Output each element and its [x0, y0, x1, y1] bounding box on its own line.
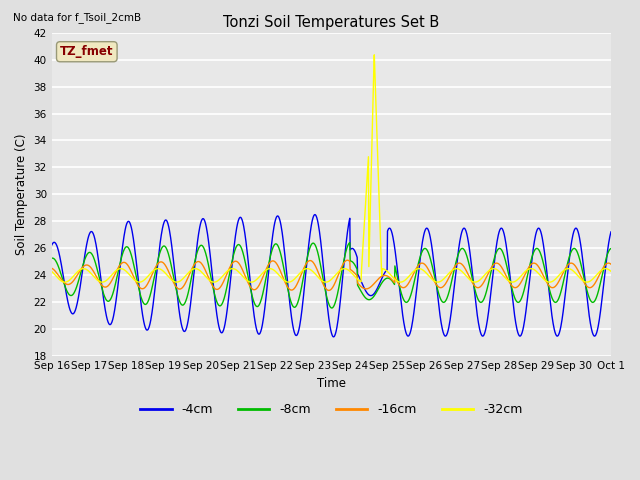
Text: TZ_fmet: TZ_fmet — [60, 45, 113, 58]
X-axis label: Time: Time — [317, 377, 346, 390]
Legend: -4cm, -8cm, -16cm, -32cm: -4cm, -8cm, -16cm, -32cm — [136, 398, 527, 421]
Y-axis label: Soil Temperature (C): Soil Temperature (C) — [15, 134, 28, 255]
Text: No data for f_Tsoil_2cmB: No data for f_Tsoil_2cmB — [13, 12, 141, 23]
Title: Tonzi Soil Temperatures Set B: Tonzi Soil Temperatures Set B — [223, 15, 440, 30]
